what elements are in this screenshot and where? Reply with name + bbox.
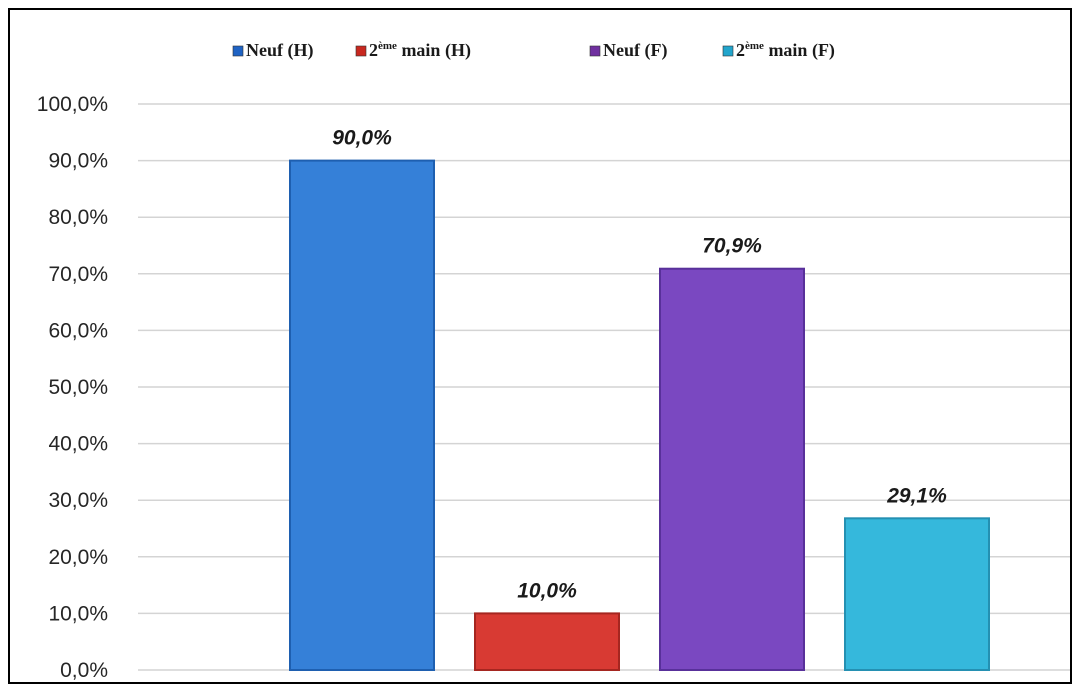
legend-item: 2ème main (F) bbox=[722, 40, 835, 61]
legend-label-base: Neuf (H) bbox=[246, 40, 313, 61]
legend-item: 2ème main (H) bbox=[355, 40, 471, 61]
y-tick-label: 40,0% bbox=[48, 433, 108, 456]
y-tick-label: 20,0% bbox=[48, 546, 108, 569]
legend-swatch bbox=[722, 45, 734, 57]
legend-label-sup: ème bbox=[745, 40, 764, 52]
y-tick-label: 10,0% bbox=[48, 602, 108, 625]
legend-label: Neuf (F) bbox=[603, 40, 667, 61]
legend: Neuf (H) 2ème main (H) Neuf (F) 2ème main (… bbox=[232, 40, 835, 61]
legend-label-rest: main (H) bbox=[397, 40, 471, 61]
data-label: 70,9% bbox=[702, 235, 762, 258]
bars bbox=[289, 159, 990, 672]
y-tick-label: 80,0% bbox=[48, 206, 108, 229]
y-tick-label: 50,0% bbox=[48, 376, 108, 399]
legend-swatch bbox=[589, 45, 601, 57]
legend-label: 2ème main (F) bbox=[736, 40, 835, 61]
legend-label: Neuf (H) bbox=[246, 40, 313, 61]
y-tick-label: 30,0% bbox=[48, 489, 108, 512]
y-tick-label: 70,0% bbox=[48, 263, 108, 286]
chart-frame: 0,0% 10,0% 20,0% 30,0% 40,0% 50,0% 60,0% 70,0% 8… bbox=[8, 8, 1072, 684]
data-labels: 90,0% 10,0% 70,9% 29,1% bbox=[332, 127, 947, 603]
legend-item: Neuf (F) bbox=[589, 40, 667, 61]
data-label: 29,1% bbox=[886, 484, 947, 507]
y-tick-label: 0,0% bbox=[60, 659, 108, 682]
legend-swatch bbox=[355, 45, 367, 57]
legend-label-sup: ème bbox=[378, 40, 397, 52]
legend-label-rest: main (F) bbox=[764, 40, 835, 61]
bar-2-me-main-f bbox=[844, 517, 990, 672]
y-tick-label: 90,0% bbox=[48, 150, 108, 173]
legend-label-base: Neuf (F) bbox=[603, 40, 667, 61]
legend-label: 2ème main (H) bbox=[369, 40, 471, 61]
bar-chart: 0,0% 10,0% 20,0% 30,0% 40,0% 50,0% 60,0% 70,0% 8… bbox=[37, 40, 1070, 682]
legend-label-base: 2 bbox=[736, 40, 745, 60]
legend-label-base: 2 bbox=[369, 40, 378, 60]
bar-neuf-h bbox=[289, 159, 435, 671]
y-axis-tick-labels: 0,0% 10,0% 20,0% 30,0% 40,0% 50,0% 60,0% 70,0% 8… bbox=[37, 93, 108, 682]
y-tick-label: 60,0% bbox=[48, 319, 108, 342]
y-tick-label: 100,0% bbox=[37, 93, 108, 116]
bar-neuf-f bbox=[659, 267, 805, 671]
data-label: 90,0% bbox=[332, 127, 392, 150]
legend-swatch bbox=[232, 45, 244, 57]
data-label: 10,0% bbox=[517, 579, 577, 602]
bar-2-me-main-h bbox=[474, 612, 620, 672]
legend-item: Neuf (H) bbox=[232, 40, 313, 61]
